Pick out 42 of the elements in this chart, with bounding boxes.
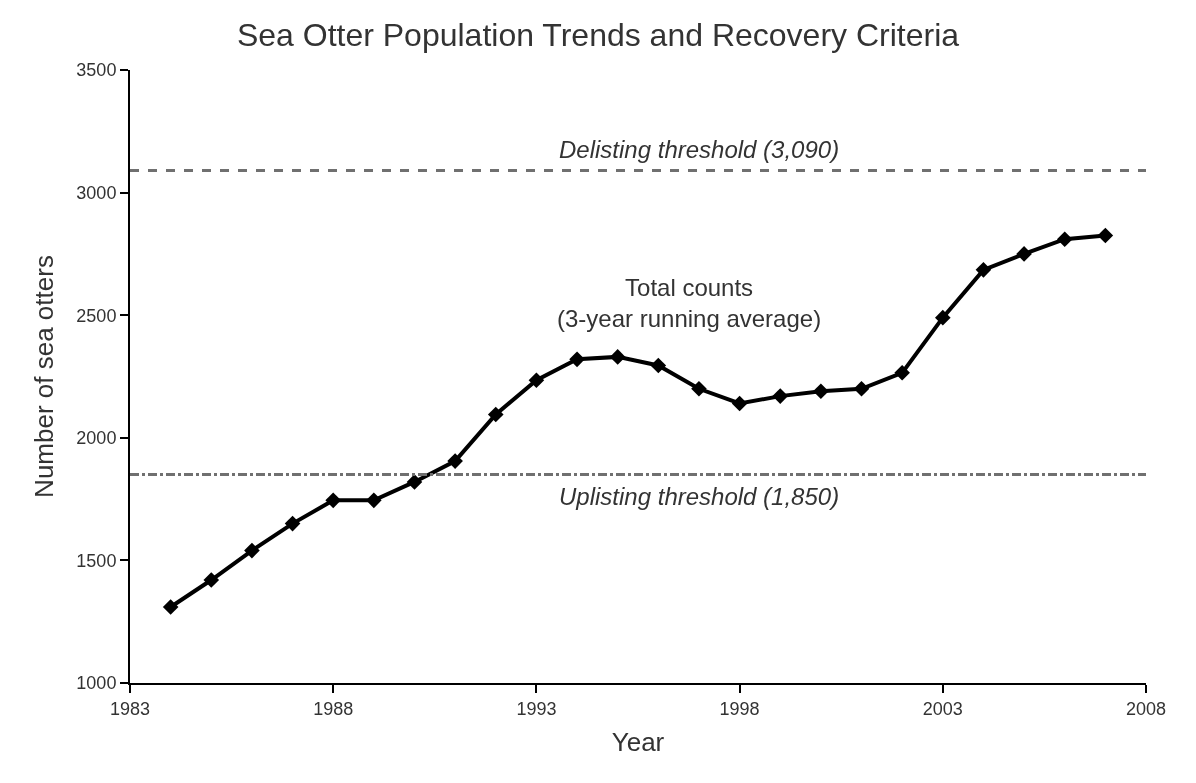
point: [406, 474, 423, 490]
point: [731, 395, 748, 412]
y-tick-label: 1500: [76, 550, 117, 571]
point: [203, 572, 220, 588]
point: [1016, 246, 1032, 262]
x-tick-label: 1998: [719, 698, 760, 719]
point: [244, 542, 260, 559]
point: [487, 406, 504, 423]
y-tick-label: 2000: [76, 428, 117, 449]
x-tick-label: 1988: [313, 698, 354, 719]
point: [935, 309, 951, 326]
point: [772, 388, 789, 404]
point: [528, 372, 545, 388]
point: [162, 599, 179, 615]
point: [447, 453, 463, 469]
y-tick-label: 3500: [76, 60, 117, 81]
x-tick-label: 1983: [109, 698, 151, 719]
y-axis-title: Number of sea otters: [29, 255, 60, 498]
point: [853, 380, 870, 397]
point: [325, 492, 341, 509]
point: [894, 365, 910, 381]
point: [650, 357, 667, 374]
x-axis-title: Year: [611, 726, 665, 757]
annotation: Total counts (3-year running average): [557, 274, 822, 333]
point: [284, 515, 301, 532]
point: [813, 383, 829, 400]
point: [691, 380, 707, 397]
point: [609, 349, 626, 365]
x-tick-label: 2008: [1125, 698, 1167, 719]
ref-line-label: Delisting threshold (3,090): [559, 136, 840, 163]
point: [1097, 227, 1114, 244]
x-tick-label: 1993: [516, 698, 557, 719]
y-tick-label: 3000: [76, 182, 117, 203]
point: [569, 351, 585, 368]
y-tick-label: 1000: [76, 673, 117, 694]
point: [366, 492, 382, 509]
chart-title: Sea Otter Population Trends and Recovery Criteria: [236, 16, 960, 53]
point: [1056, 231, 1073, 247]
ref-line-label: Uplisting threshold (1,850): [559, 483, 840, 510]
y-tick-label: 2500: [76, 305, 117, 326]
point: [975, 262, 992, 278]
x-tick-label: 2003: [922, 698, 963, 719]
